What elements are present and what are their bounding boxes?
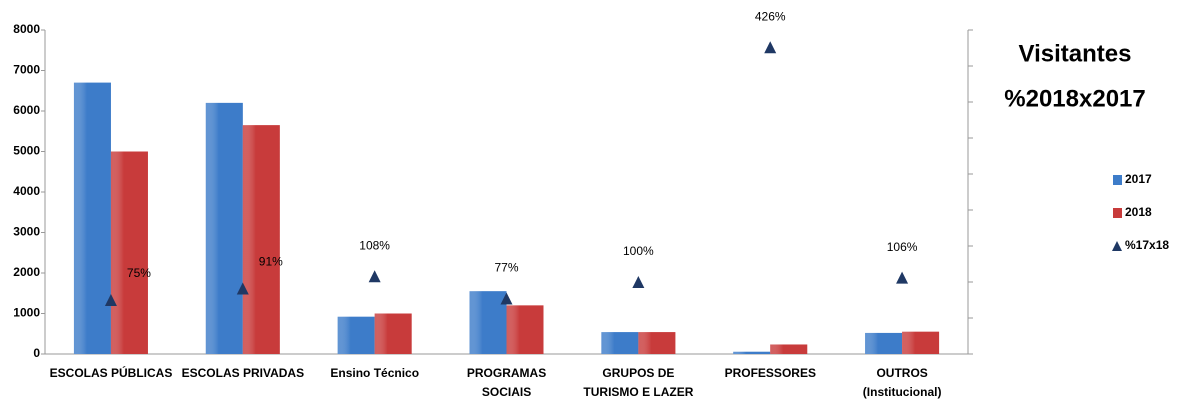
chart-subtitle: %2018x2017 [1004,85,1145,112]
triangle-marker [896,271,909,284]
data-label: 108% [359,238,390,252]
bar-shade [770,344,808,354]
data-label: 77% [494,261,518,275]
data-label: 75% [127,266,151,280]
y-tick-label: 5000 [13,144,40,158]
data-label: 426% [755,9,786,23]
data-label: 100% [623,244,654,258]
triangle-marker [632,276,645,288]
x-tick-label: GRUPOS DE TURISMO E LAZER [583,366,694,399]
y-tick-label: 4000 [13,184,40,198]
triangle-marker [236,282,249,295]
x-tick-label: OUTROS (Institucional) [862,366,942,399]
bar-shade [638,332,676,354]
x-tick-label: ESCOLAS PRIVADAS [181,366,305,380]
bar-shade [601,332,639,354]
legend-label: %17x18 [1125,238,1169,252]
x-tick-label: PROFESSORES [724,366,816,380]
bar-shade [733,351,771,354]
triangle-marker [104,294,117,306]
triangle-marker [764,41,777,54]
y-tick-label: 6000 [13,103,40,117]
legend-swatch [1113,208,1122,218]
y-tick-label: 0 [33,346,40,360]
bar-shade [205,102,243,355]
y-tick-label: 2000 [13,265,40,279]
chart-title: Visitantes [1019,40,1132,67]
bar-shade [337,316,375,354]
triangle-marker [368,270,381,283]
bar-shade [110,151,148,354]
triangle-marker [500,292,513,305]
y-tick-label: 8000 [13,22,40,36]
bar-shade [73,82,111,355]
bar-shade [902,331,940,354]
bar-shade [865,332,903,354]
y-tick-label: 1000 [13,306,40,320]
legend-label: 2017 [1125,172,1152,186]
x-tick-label: ESCOLAS PÚBLICAS [49,366,173,380]
bar-shade [506,305,544,354]
x-tick-label: Ensino Técnico [330,366,420,380]
bar-shade [242,125,280,354]
y-tick-label: 3000 [13,225,40,239]
data-label: 91% [259,255,283,269]
legend-swatch [1113,175,1122,185]
legend-swatch [1112,241,1122,251]
bar-shade [469,291,507,354]
legend-label: 2018 [1125,205,1152,219]
y-tick-label: 7000 [13,63,40,77]
x-tick-label: PROGRAMAS SOCIAIS [466,366,547,399]
data-label: 106% [887,240,918,254]
bar-shade [374,313,412,354]
